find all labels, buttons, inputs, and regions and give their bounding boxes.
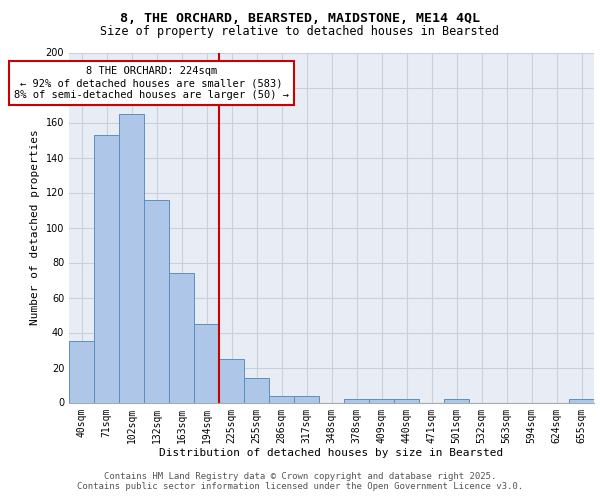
Bar	[144, 200, 169, 402]
Bar	[194, 324, 219, 402]
Text: 8, THE ORCHARD, BEARSTED, MAIDSTONE, ME14 4QL: 8, THE ORCHARD, BEARSTED, MAIDSTONE, ME1…	[120, 12, 480, 24]
Text: Size of property relative to detached houses in Bearsted: Size of property relative to detached ho…	[101, 25, 499, 38]
Y-axis label: Number of detached properties: Number of detached properties	[30, 130, 40, 326]
Bar	[119, 114, 144, 403]
Text: 8 THE ORCHARD: 224sqm
← 92% of detached houses are smaller (583)
8% of semi-deta: 8 THE ORCHARD: 224sqm ← 92% of detached …	[14, 66, 289, 100]
Bar	[94, 134, 119, 402]
Text: Contains HM Land Registry data © Crown copyright and database right 2025.
Contai: Contains HM Land Registry data © Crown c…	[77, 472, 523, 491]
Bar	[244, 378, 269, 402]
Bar	[219, 359, 244, 403]
Bar	[169, 273, 194, 402]
Bar	[394, 399, 419, 402]
Bar	[344, 399, 369, 402]
Bar	[369, 399, 394, 402]
Bar	[294, 396, 319, 402]
Bar	[269, 396, 294, 402]
Bar	[444, 399, 469, 402]
Bar	[569, 399, 594, 402]
Bar	[69, 341, 94, 402]
X-axis label: Distribution of detached houses by size in Bearsted: Distribution of detached houses by size …	[160, 448, 503, 458]
